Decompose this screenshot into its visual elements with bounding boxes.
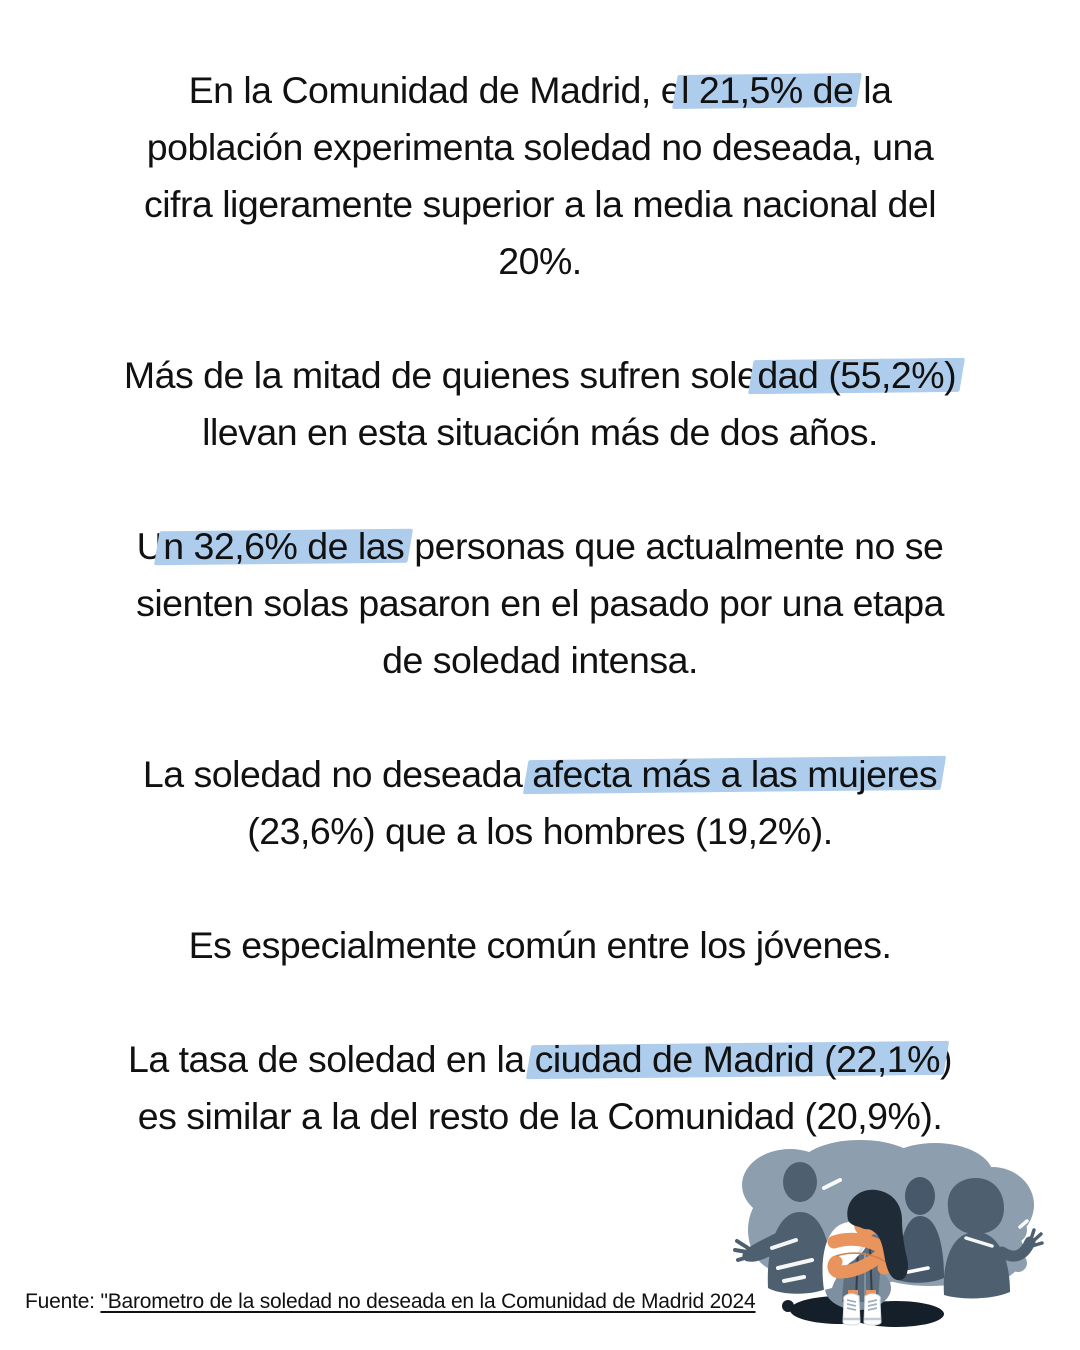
- highlighted-text: ciudad de Madrid (22,1%: [534, 1038, 941, 1080]
- text-segment: de soledad intensa.: [382, 639, 698, 681]
- text-line: La soledad no deseada afecta más a las m…: [55, 746, 1025, 803]
- text-segment: población experimenta soledad no deseada…: [146, 126, 934, 168]
- text-segment: cifra ligeramente superior a la media na…: [143, 183, 937, 225]
- middle-silhouette: [898, 1177, 944, 1283]
- text-segment: personas que actualmente no se: [404, 525, 944, 567]
- paragraph: La soledad no deseada afecta más a las m…: [55, 746, 1025, 860]
- white-accent-strokes: [770, 1178, 842, 1283]
- sitting-person: [822, 1189, 908, 1326]
- arm-separation-line: [835, 1252, 887, 1263]
- source-prefix: Fuente:: [25, 1290, 101, 1313]
- text-segment: La soledad no deseada: [142, 753, 533, 795]
- text-segment: 20%.: [498, 240, 582, 282]
- shoe-laces: [846, 1299, 878, 1311]
- paragraph: En la Comunidad de Madrid, el 21,5% de l…: [55, 62, 1025, 290]
- white-accent-strokes: [964, 1219, 1029, 1248]
- text-line: de soledad intensa.: [55, 632, 1025, 689]
- text-segment: (23,6%) que a los hombres (19,2%).: [247, 810, 833, 852]
- text-line: Más de la mitad de quienes sufren soleda…: [55, 347, 1025, 404]
- text-segment: Más de la mitad de quienes sufren sole: [123, 354, 758, 396]
- source-citation: Fuente: "Barometro de la soledad no dese…: [25, 1290, 756, 1314]
- right-silhouette: [943, 1178, 1044, 1299]
- white-accent-stroke: [906, 1266, 930, 1274]
- text-segment: llevan en esta situación más de dos años…: [202, 411, 878, 453]
- text-line: Es especialmente común entre los jóvenes…: [55, 917, 1025, 974]
- text-segment: En la Comunidad de Madrid, e: [188, 69, 682, 111]
- text-segment: la: [853, 69, 892, 111]
- text-line: 20%.: [55, 233, 1025, 290]
- text-line: En la Comunidad de Madrid, el 21,5% de l…: [55, 62, 1025, 119]
- highlighted-text: afecta más a las mujeres: [532, 753, 938, 795]
- text-line: sienten solas pasaron en el pasado por u…: [55, 575, 1025, 632]
- text-line: es similar a la del resto de la Comunida…: [55, 1088, 1025, 1145]
- highlighted-text: n 32,6% de las: [163, 525, 405, 567]
- text-line: cifra ligeramente superior a la media na…: [55, 176, 1025, 233]
- text-line: (23,6%) que a los hombres (19,2%).: [55, 803, 1025, 860]
- person-hair: [847, 1189, 908, 1281]
- paragraph: La tasa de soledad en la ciudad de Madri…: [55, 1031, 1025, 1145]
- text-segment: Es especialmente común entre los jóvenes…: [188, 924, 892, 966]
- source-link[interactable]: "Barometro de la soledad no deseada en l…: [100, 1290, 756, 1313]
- highlighted-text: l 21,5% de: [681, 69, 854, 111]
- text-line: Un 32,6% de las personas que actualmente…: [55, 518, 1025, 575]
- lonely-person-illustration-svg: [733, 1140, 1044, 1327]
- text-segment: es similar a la del resto de la Comunida…: [137, 1095, 943, 1137]
- raised-hand-right: [1028, 1228, 1044, 1248]
- highlighted-text: dad (55,2%): [757, 354, 957, 396]
- paragraph: Un 32,6% de las personas que actualmente…: [55, 518, 1025, 689]
- text-block: En la Comunidad de Madrid, el 21,5% de l…: [55, 62, 1025, 1145]
- text-line: La tasa de soledad en la ciudad de Madri…: [55, 1031, 1025, 1088]
- left-silhouette: [733, 1162, 832, 1294]
- text-segment: La tasa de soledad en la: [128, 1038, 535, 1080]
- text-segment: sienten solas pasaron en el pasado por u…: [136, 582, 944, 624]
- paragraph: Es especialmente común entre los jóvenes…: [55, 917, 1025, 974]
- lonely-person-illustration: [720, 1130, 1080, 1350]
- text-line: población experimenta soledad no deseada…: [55, 119, 1025, 176]
- paragraph: Más de la mitad de quienes sufren soleda…: [55, 347, 1025, 461]
- text-line: llevan en esta situación más de dos años…: [55, 404, 1025, 461]
- shrug-hand-left: [733, 1239, 750, 1262]
